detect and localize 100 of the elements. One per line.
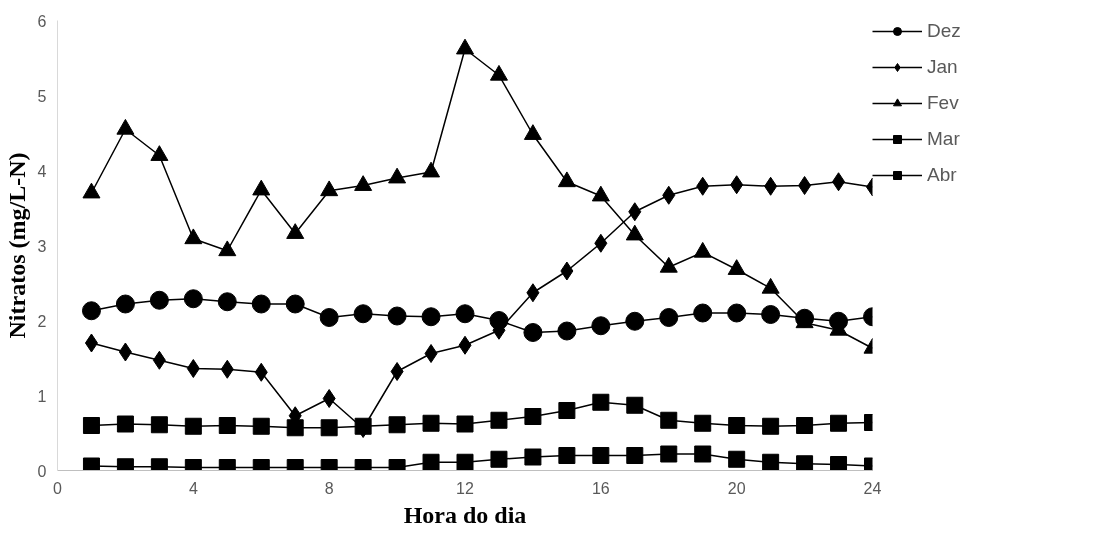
point xyxy=(458,335,472,355)
point xyxy=(560,261,574,281)
point xyxy=(693,303,713,323)
point xyxy=(830,414,848,432)
point xyxy=(626,447,644,464)
x-tick-label: 8 xyxy=(324,479,334,497)
point xyxy=(421,307,441,327)
point xyxy=(628,202,642,222)
point xyxy=(659,308,679,327)
x-tick-label: 24 xyxy=(863,479,882,497)
point xyxy=(353,304,373,324)
point xyxy=(526,283,540,303)
point xyxy=(388,416,406,434)
point xyxy=(388,167,407,184)
point xyxy=(728,417,746,434)
point xyxy=(319,308,339,327)
legend-label: Fev xyxy=(927,92,960,114)
point xyxy=(116,415,134,433)
point xyxy=(523,323,543,342)
point xyxy=(285,294,305,314)
point xyxy=(218,240,237,257)
legend-label: Mar xyxy=(927,128,961,150)
point xyxy=(490,450,508,468)
point xyxy=(115,294,135,314)
point xyxy=(217,292,237,312)
point xyxy=(659,256,678,273)
point xyxy=(796,455,814,471)
point xyxy=(286,419,304,437)
point xyxy=(490,411,508,429)
point xyxy=(592,393,610,411)
point xyxy=(150,145,169,161)
point xyxy=(558,447,576,464)
point xyxy=(149,290,169,310)
point xyxy=(82,182,101,199)
point xyxy=(761,277,780,294)
point xyxy=(761,305,781,324)
point xyxy=(730,175,744,195)
legend-label: Jan xyxy=(927,56,959,78)
point xyxy=(252,417,270,435)
point xyxy=(251,294,271,314)
point xyxy=(286,223,305,239)
point xyxy=(422,161,441,178)
point xyxy=(696,176,710,196)
point xyxy=(591,316,611,336)
point xyxy=(116,118,135,135)
y-tick-label: 5 xyxy=(37,87,47,105)
point xyxy=(81,301,101,321)
point xyxy=(662,185,676,205)
point xyxy=(591,185,610,202)
point xyxy=(694,445,712,463)
y-tick-label: 4 xyxy=(37,162,47,180)
point xyxy=(625,311,645,331)
point xyxy=(82,417,100,434)
point xyxy=(150,416,168,434)
point xyxy=(354,175,373,191)
point xyxy=(557,321,577,341)
point xyxy=(455,304,475,324)
point xyxy=(254,362,268,382)
point xyxy=(456,38,474,55)
point xyxy=(390,362,404,381)
x-tick-label: 0 xyxy=(53,479,63,497)
point xyxy=(422,414,440,432)
point xyxy=(456,453,474,471)
y-tick-label: 3 xyxy=(37,237,47,255)
point xyxy=(832,172,846,192)
point xyxy=(660,445,678,463)
point xyxy=(320,180,339,197)
point xyxy=(186,359,200,378)
y-tick-label: 6 xyxy=(37,12,47,30)
x-tick-label: 12 xyxy=(456,479,474,497)
point xyxy=(184,417,202,435)
point xyxy=(762,417,780,435)
legend-label: Dez xyxy=(927,20,962,42)
point xyxy=(830,456,848,471)
point xyxy=(694,414,712,432)
y-tick-label: 0 xyxy=(37,462,47,480)
legend-label: Abr xyxy=(927,164,958,186)
point xyxy=(184,228,203,245)
point xyxy=(320,419,338,437)
y-axis-title: Nitratos (mg/L-N) xyxy=(3,152,30,339)
point xyxy=(424,344,438,363)
y-tick-label: 2 xyxy=(37,312,47,330)
point xyxy=(728,450,746,468)
x-tick-label: 16 xyxy=(591,479,610,497)
point xyxy=(727,259,746,275)
point xyxy=(252,179,271,196)
point xyxy=(152,350,166,370)
point xyxy=(322,389,336,408)
point xyxy=(557,171,576,188)
point xyxy=(798,176,812,195)
point xyxy=(762,453,780,471)
point xyxy=(592,447,610,464)
point xyxy=(764,176,778,196)
point xyxy=(218,417,236,434)
point xyxy=(693,241,712,258)
point xyxy=(183,289,203,309)
point xyxy=(626,396,644,414)
x-tick-label: 4 xyxy=(188,479,198,497)
point xyxy=(524,408,542,425)
point xyxy=(456,415,474,433)
